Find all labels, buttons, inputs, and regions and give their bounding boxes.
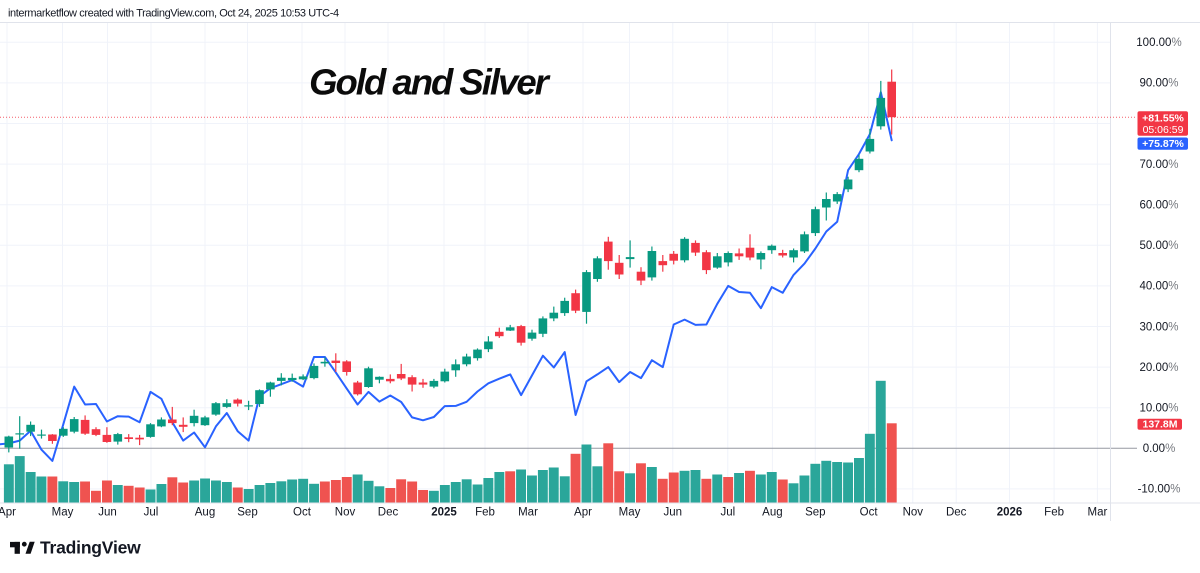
svg-text:Mar: Mar bbox=[518, 507, 538, 519]
svg-text:Oct: Oct bbox=[293, 507, 312, 519]
svg-text:Aug: Aug bbox=[762, 507, 782, 519]
svg-text:Sep: Sep bbox=[237, 507, 257, 519]
svg-text:90.00%: 90.00% bbox=[1139, 78, 1178, 90]
svg-text:40.00%: 40.00% bbox=[1139, 281, 1178, 293]
svg-text:Aug: Aug bbox=[195, 507, 215, 519]
svg-text:Nov: Nov bbox=[903, 507, 924, 519]
svg-text:10.00%: 10.00% bbox=[1139, 403, 1178, 415]
svg-text:Nov: Nov bbox=[335, 507, 356, 519]
svg-text:-10.00%: -10.00% bbox=[1138, 484, 1181, 496]
svg-text:20.00%: 20.00% bbox=[1139, 362, 1178, 374]
svg-text:0.00%: 0.00% bbox=[1143, 443, 1176, 455]
svg-text:Feb: Feb bbox=[475, 507, 495, 519]
svg-text:60.00%: 60.00% bbox=[1139, 200, 1178, 212]
svg-text:Jun: Jun bbox=[664, 507, 683, 519]
svg-text:+81.55%: +81.55% bbox=[1142, 113, 1184, 125]
svg-text:+75.87%: +75.87% bbox=[1142, 138, 1184, 150]
svg-text:Mar: Mar bbox=[1087, 507, 1107, 519]
svg-text:TradingView: TradingView bbox=[40, 538, 141, 558]
svg-text:30.00%: 30.00% bbox=[1139, 321, 1178, 333]
svg-text:intermarketflow created with T: intermarketflow created with TradingView… bbox=[8, 8, 339, 20]
svg-text:Apr: Apr bbox=[574, 507, 592, 519]
svg-text:2025: 2025 bbox=[431, 507, 457, 519]
svg-text:Dec: Dec bbox=[378, 507, 399, 519]
svg-text:05:06:59: 05:06:59 bbox=[1143, 124, 1184, 136]
svg-text:Gold and Silver: Gold and Silver bbox=[309, 62, 551, 103]
svg-text:Jul: Jul bbox=[144, 507, 159, 519]
svg-text:May: May bbox=[52, 507, 74, 519]
svg-text:Sep: Sep bbox=[805, 507, 825, 519]
svg-text:50.00%: 50.00% bbox=[1139, 240, 1178, 252]
svg-text:Dec: Dec bbox=[946, 507, 967, 519]
svg-text:Oct: Oct bbox=[860, 507, 879, 519]
svg-text:70.00%: 70.00% bbox=[1139, 159, 1178, 171]
svg-text:100.00%: 100.00% bbox=[1136, 37, 1181, 49]
svg-text:Feb: Feb bbox=[1044, 507, 1064, 519]
svg-text:Jun: Jun bbox=[98, 507, 117, 519]
svg-text:137.8M: 137.8M bbox=[1142, 419, 1177, 431]
svg-text:Jul: Jul bbox=[720, 507, 735, 519]
svg-text:Apr: Apr bbox=[0, 507, 16, 519]
svg-text:2026: 2026 bbox=[997, 507, 1023, 519]
svg-text:May: May bbox=[619, 507, 641, 519]
